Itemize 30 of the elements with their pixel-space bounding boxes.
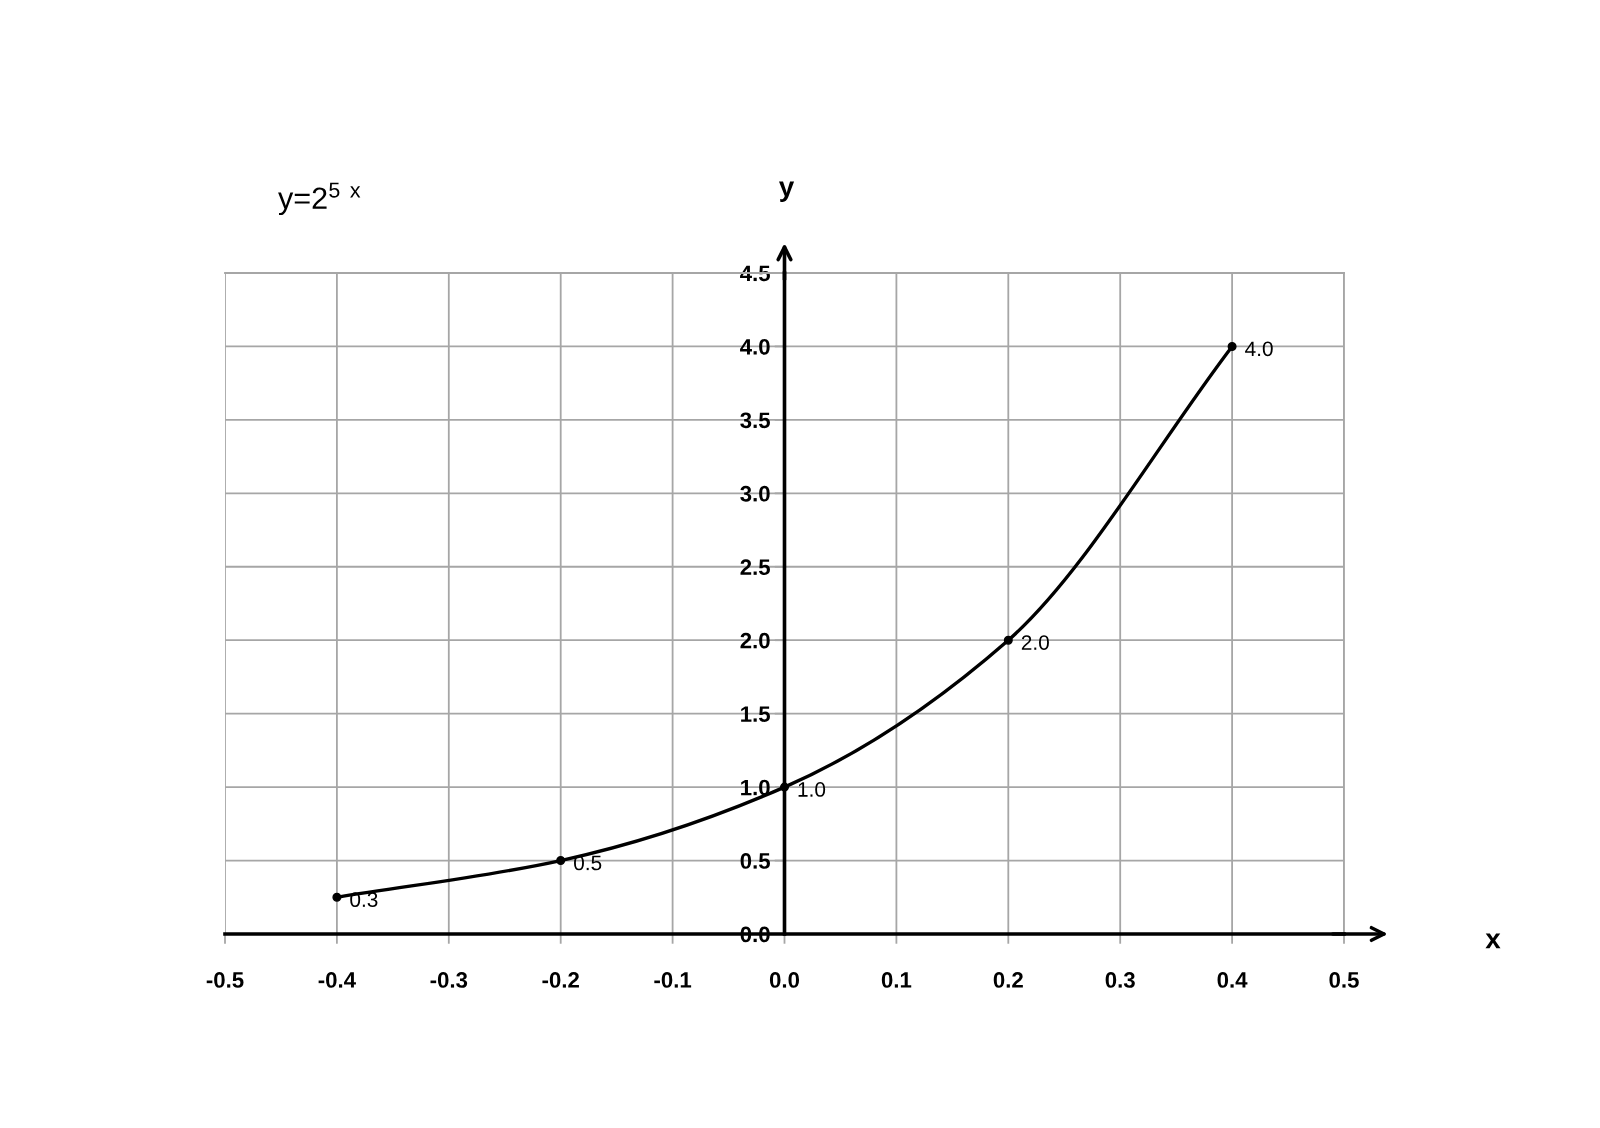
data-label: 1.0 (798, 782, 826, 797)
x-tick-label: 0.4 (1217, 972, 1248, 988)
y-tick-label: 3.0 (740, 485, 770, 502)
point (556, 856, 566, 866)
x-tick-label: -0.1 (654, 972, 692, 988)
x-axis-title: x (1485, 933, 1501, 949)
chart-title: y=2$^{5 x}$ (278, 182, 361, 216)
y-tick-label: 2.5 (740, 559, 770, 576)
y-tick-label: 1.5 (741, 706, 770, 722)
x-tick-label: -0.5 (206, 972, 244, 988)
y-axis-title: y (778, 181, 795, 202)
point (1227, 341, 1237, 351)
x-tick-label: 0.3 (1105, 972, 1135, 988)
data-label: 4.0 (1245, 341, 1273, 357)
x-tick-label: 0.1 (881, 972, 912, 988)
x-tick-label: -0.4 (318, 972, 356, 988)
point (1003, 635, 1013, 645)
point (332, 892, 342, 902)
x-tick-label: 0.2 (993, 972, 1023, 988)
point (779, 782, 790, 792)
y-tick-label: 4.0 (740, 338, 770, 355)
data-label: 2.0 (1021, 635, 1049, 650)
x-tick-label: 0.0 (769, 972, 800, 988)
x-tick-label: 0.5 (1329, 972, 1359, 988)
y-tick-label: 2.0 (740, 632, 770, 649)
x-tick-label: -0.2 (542, 972, 579, 988)
y-tick-label: 1.0 (741, 779, 770, 796)
y-tick-label: 0.5 (740, 853, 770, 869)
x-tick-label: -0.3 (430, 972, 468, 988)
y-tick-label: 3.5 (740, 412, 770, 429)
